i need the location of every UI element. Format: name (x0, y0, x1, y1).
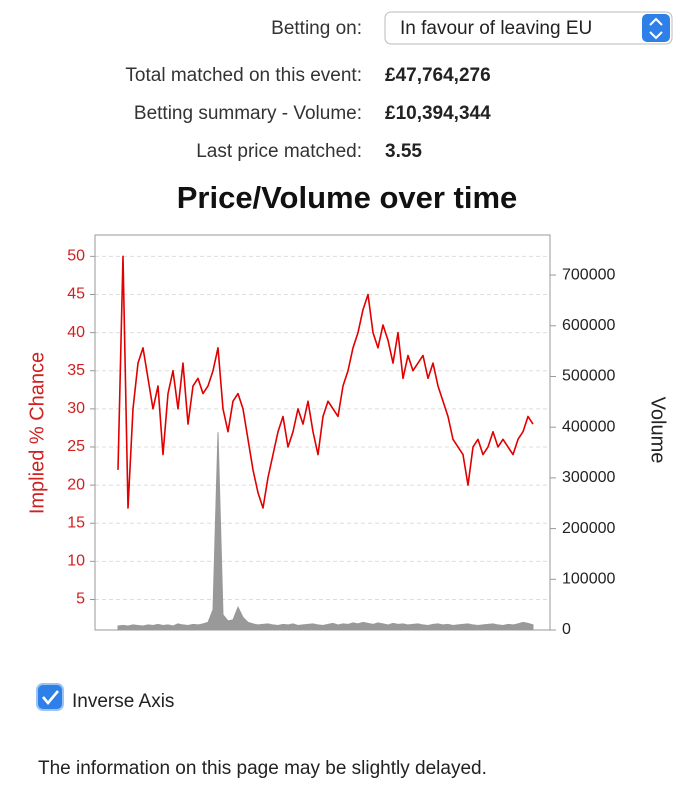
plot-frame (94, 234, 551, 631)
y2-tick-label: 700000 (562, 266, 615, 283)
y-tick-label: 30 (67, 400, 85, 417)
y-tick-label: 35 (67, 362, 85, 379)
y-tick-label: 15 (67, 514, 85, 531)
y-tick-label: 25 (67, 438, 85, 455)
y-tick-label: 10 (67, 553, 85, 570)
y-tick-label: 40 (67, 324, 85, 341)
checkbox-box[interactable] (36, 683, 64, 711)
checkbox[interactable] (36, 683, 64, 711)
select-value[interactable]: In favour of leaving EU (400, 18, 592, 39)
y-tick-label: 50 (67, 248, 85, 265)
select[interactable]: In favour of leaving EU (384, 11, 673, 45)
select-box[interactable] (384, 11, 673, 45)
y2-tick-label: 400000 (562, 418, 615, 435)
y2-tick-label: 300000 (562, 469, 615, 486)
y2-tick-label: 500000 (562, 368, 615, 385)
summary-value: £47,764,276 (385, 65, 491, 86)
y2-tick-label: 600000 (562, 317, 615, 334)
summary-label: Betting summary - Volume: (134, 103, 362, 124)
select-stepper[interactable] (642, 14, 670, 42)
checkmark (42, 690, 59, 706)
volume-area (117, 432, 534, 631)
chart-title: Price/Volume over time (177, 180, 518, 215)
footer-note: The information on this page may be slig… (38, 758, 487, 779)
summary-value: 3.55 (385, 141, 422, 162)
y-axis-label: Implied % Chance (26, 352, 48, 514)
y-tick-label: 45 (67, 286, 85, 303)
y-tick-label: 20 (67, 476, 85, 493)
betting-on-label: Betting on: (271, 18, 362, 39)
y2-axis-label: Volume (647, 397, 669, 464)
y2-tick-label: 200000 (562, 520, 615, 537)
summary-label: Total matched on this event: (125, 65, 362, 86)
summary-value: £10,394,344 (385, 103, 491, 124)
select-arrows (649, 17, 663, 40)
y2-tick-label: 100000 (562, 571, 615, 588)
checkbox-label[interactable]: Inverse Axis (72, 691, 174, 712)
price-line (117, 255, 534, 509)
summary-label: Last price matched: (196, 141, 362, 162)
y-tick-label: 5 (76, 591, 85, 608)
y2-tick-label: 0 (562, 621, 571, 638)
plot: 5 10 15 20 25 30 35 40 45 50 0 100000 200000 300000 40… (67, 248, 615, 639)
